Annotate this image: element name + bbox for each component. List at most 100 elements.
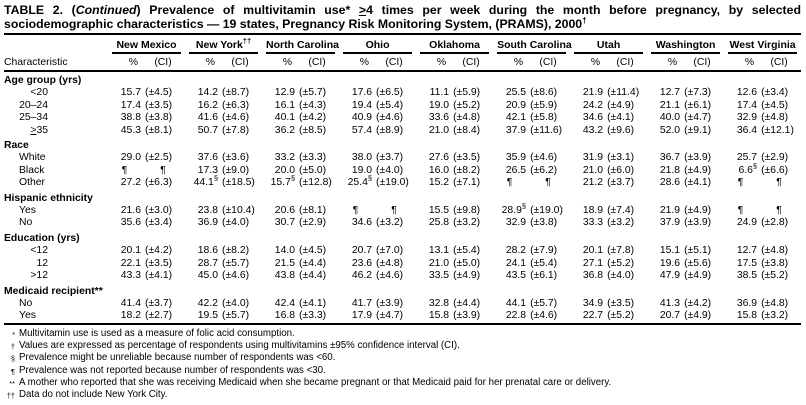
unreliable-marker: §	[367, 173, 373, 183]
pct-cell: 19.4	[351, 99, 373, 111]
ci-cell: (±5.4)	[530, 257, 558, 269]
table-row: 12 22.1 (±3.5) 28.7 (±5.7) 21.5 (±4.4) 23.6 (±4.…	[4, 258, 801, 270]
pct-cell: 20.1	[120, 245, 141, 257]
title-line-1: TABLE 2. (Continued) Prevalence of multi…	[4, 3, 801, 17]
geq-symbol: >	[358, 3, 367, 17]
ci-cell: (±10.4)	[222, 205, 255, 217]
ci-header: (CI)	[757, 54, 802, 72]
pct-cell: 17.4	[120, 99, 141, 111]
ci-cell: (±3.9)	[453, 310, 481, 322]
ci-cell: (±3.7)	[145, 297, 173, 309]
ci-cell: (±9.0)	[222, 164, 250, 176]
section-row: Education (yrs)	[4, 230, 801, 245]
pct-cell: 25.4§	[347, 173, 373, 189]
ci-cell: (±4.8)	[761, 297, 789, 309]
title-part: 4 times per week during the month before…	[366, 3, 801, 17]
pct-cell: 17.4	[736, 99, 758, 111]
ci-cell: (±7.1)	[453, 177, 481, 189]
pct-cell: 20.7	[659, 310, 681, 322]
ci-cell: (±7.8)	[607, 245, 635, 257]
pct-cell: 6.6§	[738, 161, 758, 176]
ci-cell: (±5.2)	[761, 270, 789, 282]
ci-cell: (±12.1)	[761, 124, 794, 136]
pct-cell: 21.0	[428, 257, 450, 269]
pct-cell: 28.6	[659, 177, 681, 189]
footnote-text: Values are expressed as percentage of re…	[19, 340, 460, 352]
footnote-text: A mother who reported that she was recei…	[19, 376, 612, 388]
section-row: Race	[4, 137, 801, 152]
footnote-text: Prevalence might be unreliable because n…	[19, 352, 336, 364]
pct-header: %	[185, 54, 219, 72]
pct-cell: 34.6	[351, 217, 373, 229]
title-continued: Continued	[75, 3, 137, 17]
unreliable-marker: §	[521, 201, 527, 211]
section-row: Hispanic ethnicity	[4, 190, 801, 205]
ci-cell: (±4.8)	[453, 112, 481, 124]
table-row: Yes 18.2 (±2.7) 19.5 (±5.7) 16.8 (±3.3) 17.9 (±4…	[4, 310, 801, 323]
pct-cell: 29.0	[120, 152, 141, 164]
pct-cell: 36.9	[197, 217, 219, 229]
geq-symbol: >	[30, 124, 37, 136]
table-row: 20–24 17.4 (±3.5) 16.2 (±6.3) 16.1 (±4.3) 19.4(…	[4, 100, 801, 112]
pct-cell: 19.0	[428, 99, 450, 111]
pct-cell: 15.1	[659, 245, 681, 257]
state-name: North Carolina	[266, 37, 339, 54]
pct-cell: 41.6	[197, 112, 219, 124]
footnote: § Prevalence might be unreliable because …	[4, 352, 801, 364]
section-label: Age group (yrs)	[4, 75, 82, 86]
table-row: >35 45.3 (±8.1) 50.7 (±7.8) 36.2 (±8.5) 57.4 (±8…	[4, 125, 801, 137]
row-label-text: Yes	[19, 205, 36, 217]
ci-cell: (±9.8)	[453, 205, 481, 217]
pct-cell: ¶	[506, 177, 513, 189]
pct-cell: 17.3	[197, 164, 219, 176]
ci-cell: (±11.6)	[530, 124, 563, 136]
ci-cell: (±3.8)	[145, 112, 173, 124]
ci-cell: (±5.2)	[453, 99, 481, 111]
state-header: Washington	[647, 37, 724, 54]
ci-cell: (±7.9)	[530, 245, 558, 257]
state-header: South Carolina	[493, 37, 572, 54]
ci-cell: (±4.9)	[607, 99, 635, 111]
pct-cell: 32.9	[736, 112, 758, 124]
pct-cell: 15.8	[736, 310, 758, 322]
section-label: Race	[4, 140, 29, 152]
ci-cell: (±18.5)	[222, 177, 255, 189]
state-header: Utah	[570, 37, 647, 54]
row-label-text: No	[19, 217, 33, 229]
row-label: 12	[4, 258, 108, 270]
pct-cell: 21.0	[428, 124, 450, 136]
ci-cell: (±19.0)	[376, 177, 409, 189]
subheader-row: Characteristic% (CI)% (CI)% (CI)% (CI)% (CI)%…	[4, 54, 802, 72]
ci-cell: ¶	[776, 177, 782, 189]
footnote: ** A mother who reported that she was rec…	[4, 377, 801, 389]
pct-cell: 21.0	[582, 164, 604, 176]
state-name: Utah	[574, 37, 644, 54]
pct-cell: 25.5	[505, 87, 527, 99]
pct-cell: 21.2	[582, 177, 604, 189]
ci-cell: (±3.9)	[376, 297, 404, 309]
row-label: <12	[4, 245, 108, 257]
ci-cell: (±4.0)	[607, 270, 635, 282]
row-label: >12	[4, 270, 108, 282]
state-name: Oklahoma	[420, 37, 490, 54]
row-label-text: Black	[19, 164, 45, 176]
pct-cell: 15.7§	[270, 173, 296, 189]
ci-cell: (±8.2)	[222, 245, 250, 257]
pct-cell: 20.7	[351, 245, 373, 257]
pct-cell: 38.8	[120, 112, 141, 124]
ci-cell: (±3.9)	[684, 217, 712, 229]
pct-header: %	[108, 54, 141, 72]
pct-cell: 19.6	[659, 257, 681, 269]
state-name-text: New Mexico	[116, 39, 177, 51]
ci-cell: (±3.5)	[607, 297, 635, 309]
pct-cell: 21.8	[659, 164, 681, 176]
state-name-text: Ohio	[365, 39, 390, 51]
pct-cell: ¶	[737, 177, 744, 189]
ci-cell: (±4.6)	[530, 310, 558, 322]
table-row: 25–34 38.8 (±3.8) 41.6 (±4.6) 40.1 (±4.2) 40.9(…	[4, 112, 801, 124]
footnote: * Multivitamin use is used as a measure o…	[4, 328, 801, 340]
footnote-marker: §	[10, 354, 15, 364]
pct-cell: 57.4	[351, 124, 373, 136]
row-label: Yes	[4, 310, 108, 323]
table-title: TABLE 2. (Continued) Prevalence of multi…	[4, 3, 801, 35]
